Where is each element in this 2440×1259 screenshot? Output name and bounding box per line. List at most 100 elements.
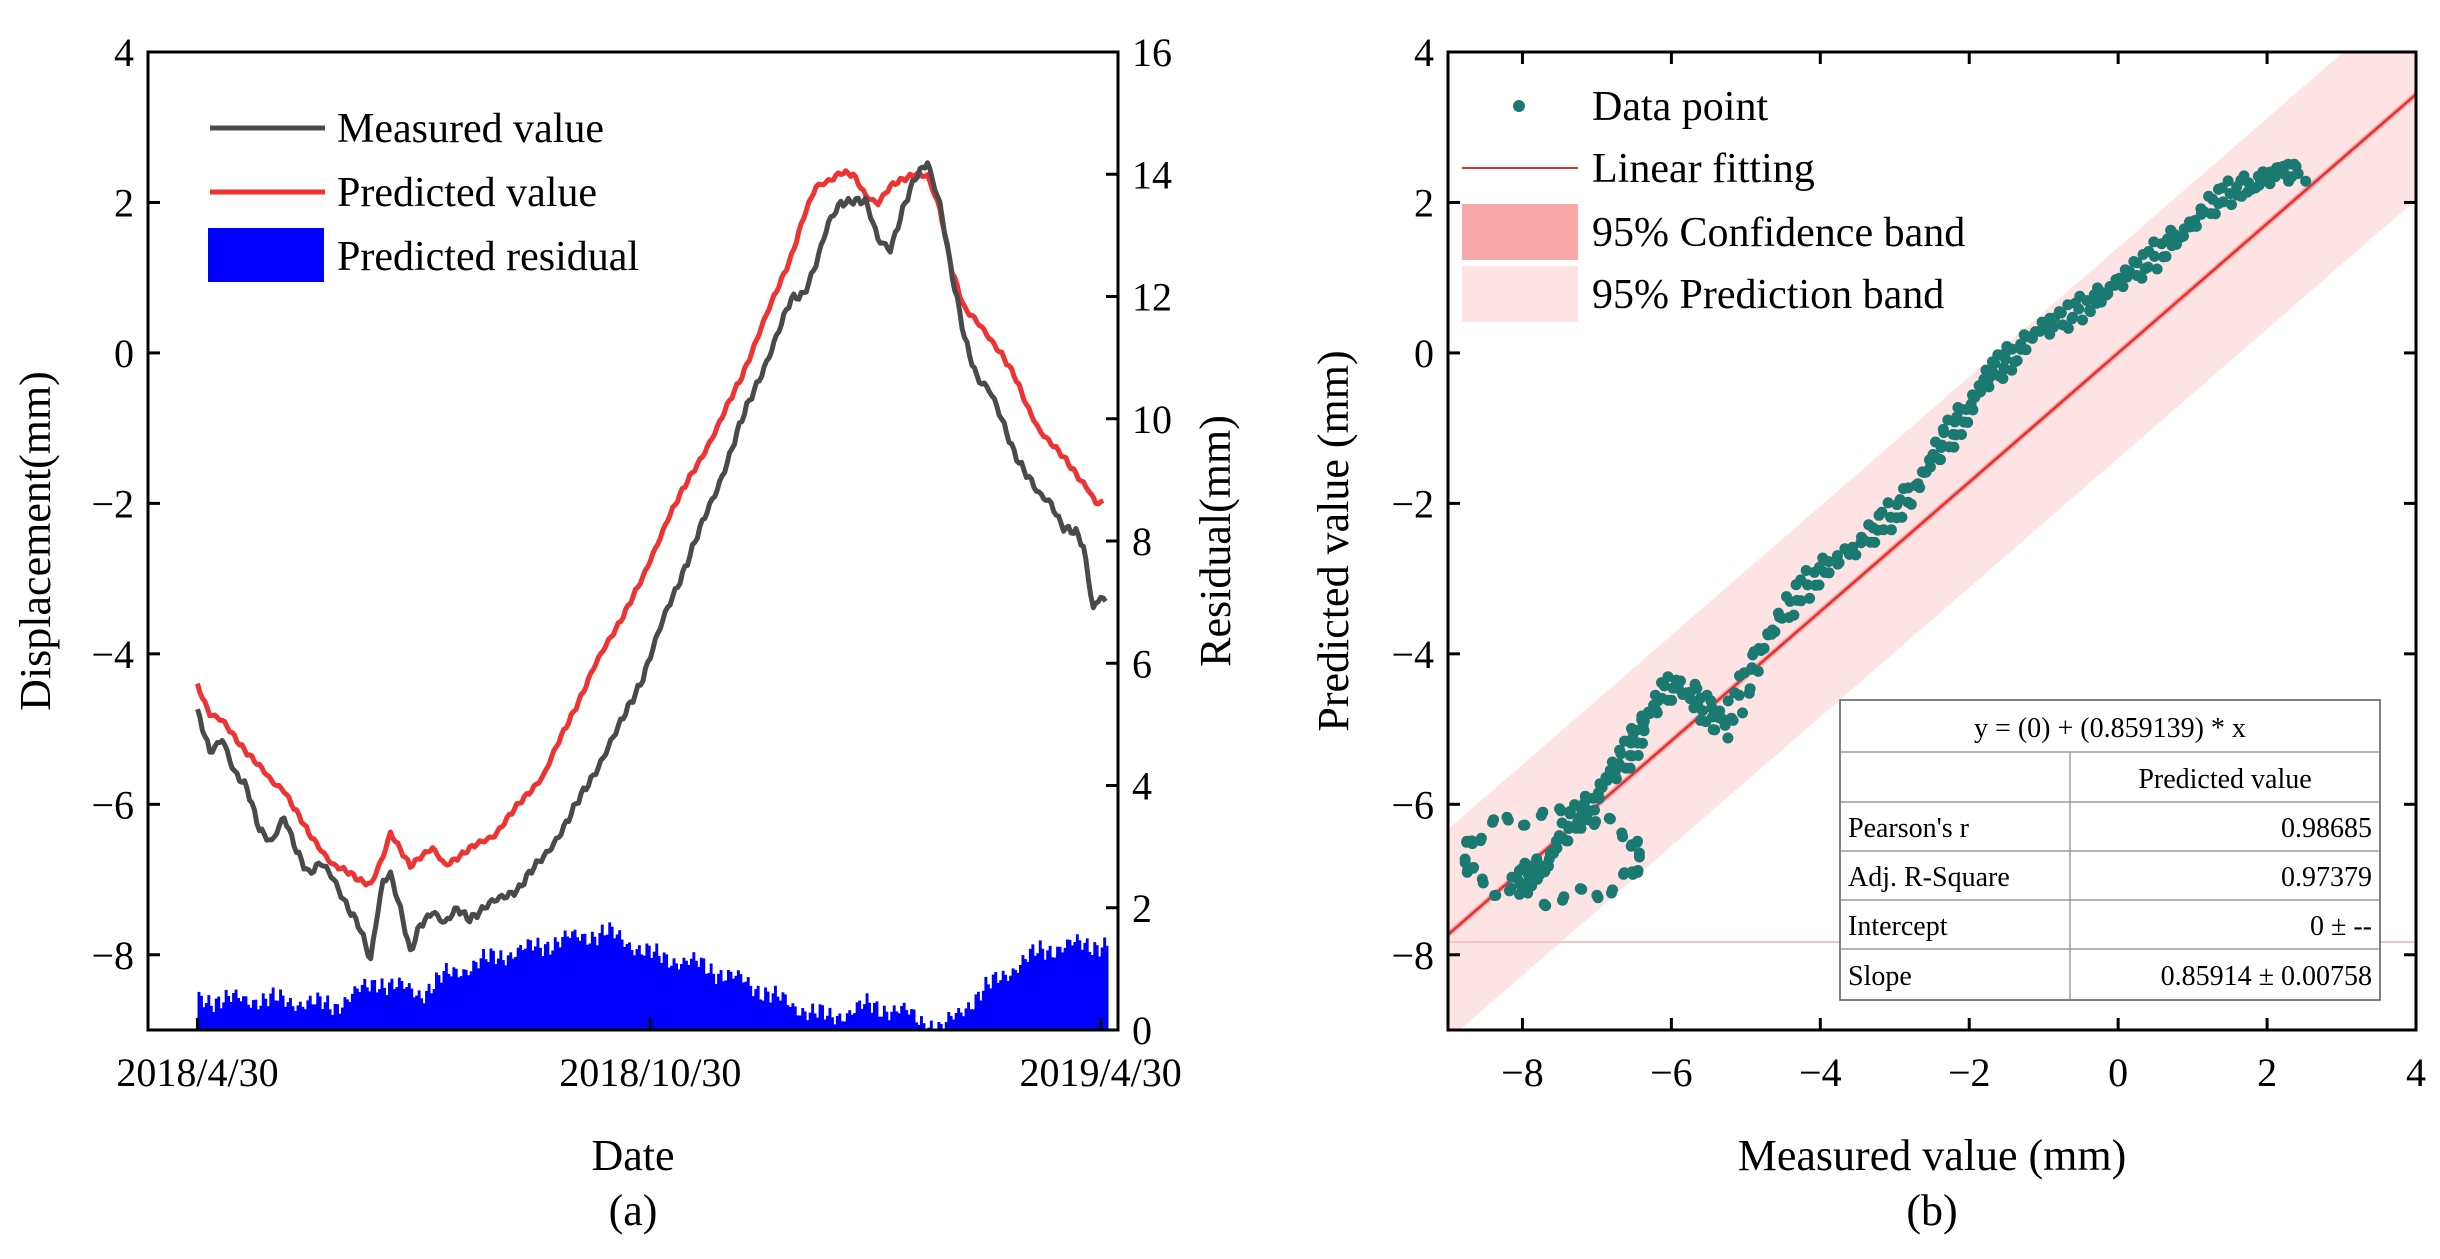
residual-bar — [902, 1002, 906, 1030]
residual-bar — [865, 993, 869, 1030]
residual-bar — [840, 1021, 844, 1030]
residual-bar — [326, 995, 330, 1030]
residual-bar — [952, 1019, 956, 1030]
data-point — [1891, 499, 1903, 511]
data-point — [1781, 591, 1792, 603]
residual-bar — [232, 993, 235, 1030]
residual-bar — [732, 978, 735, 1030]
residual-bar — [1021, 955, 1025, 1030]
x-tick-label: −4 — [1799, 1050, 1842, 1095]
data-points — [1459, 158, 2312, 912]
residual-bar — [504, 965, 508, 1030]
residual-bar — [588, 943, 592, 1030]
residual-bar — [360, 984, 364, 1030]
data-point — [1855, 537, 1867, 549]
residual-bar — [783, 994, 787, 1030]
residual-bar — [269, 993, 273, 1030]
residual-bar — [1051, 957, 1055, 1030]
data-point — [1800, 565, 1812, 576]
x-tick-label: 0 — [2108, 1050, 2128, 1095]
y2-tick-label: 0 — [1132, 1008, 1152, 1053]
panel-a-frame — [146, 50, 1120, 1032]
residual-bar — [224, 989, 228, 1030]
residual-bar — [685, 960, 688, 1030]
data-point — [1632, 750, 1644, 761]
data-point — [1697, 705, 1709, 717]
residual-bar — [994, 972, 998, 1030]
data-point — [1753, 643, 1765, 654]
data-point — [1948, 441, 1960, 453]
residual-bar — [551, 950, 555, 1030]
residual-bar — [548, 954, 552, 1030]
data-point — [1501, 811, 1513, 823]
residual-bar — [482, 949, 485, 1030]
x-tick-label: 2018/10/30 — [559, 1050, 741, 1095]
residual-bar — [831, 1017, 834, 1030]
residual-bar — [917, 1024, 921, 1030]
y-axis-label: Predicted value (mm) — [1309, 350, 1358, 731]
residual-bar — [286, 1002, 290, 1030]
residual-bar — [944, 1022, 948, 1030]
y2-tick-label: 6 — [1132, 641, 1152, 686]
data-point — [1725, 712, 1737, 724]
residual-bar — [774, 985, 777, 1030]
residual-bar — [261, 993, 265, 1030]
x-axis-label: Date — [591, 1131, 674, 1180]
residual-bar — [271, 987, 275, 1030]
residual-bar — [595, 945, 599, 1030]
legend-measured-label: Measured value — [337, 106, 604, 152]
residual-bar — [214, 998, 218, 1030]
residual-bar — [808, 1012, 812, 1030]
data-point — [2166, 240, 2178, 252]
residual-bar — [796, 1015, 800, 1030]
data-point — [1832, 558, 1844, 570]
data-point — [2175, 231, 2187, 243]
residual-bar — [816, 1017, 819, 1030]
residual-bar — [954, 1013, 958, 1030]
residual-bar — [289, 997, 292, 1030]
residual-bar — [1011, 968, 1015, 1030]
residual-bar — [202, 1007, 206, 1030]
data-point — [1885, 524, 1897, 536]
data-point — [1506, 871, 1518, 883]
residual-bar — [1083, 942, 1087, 1030]
data-point — [2044, 312, 2056, 324]
residual-bar — [882, 1005, 886, 1030]
data-point — [1902, 496, 1914, 508]
residual-bar — [479, 958, 483, 1030]
residual-bar — [251, 1000, 255, 1030]
data-point — [1592, 892, 1604, 904]
data-point — [1722, 732, 1734, 744]
data-point — [1910, 480, 1922, 491]
panel-b-chart: −8 −6 −4 −2 0 2 4 −8 −6 −4 −2 0 2 4 Predicted value … — [1309, 30, 2426, 1235]
residual-bar — [353, 986, 357, 1030]
data-point — [1533, 869, 1545, 881]
data-point — [2090, 297, 2102, 309]
data-point — [1554, 803, 1566, 815]
y2-tick-label: 10 — [1132, 397, 1172, 442]
residual-bar — [828, 1007, 832, 1030]
y-tick-label: −4 — [91, 632, 134, 677]
residual-bar — [462, 969, 466, 1030]
residual-bar — [407, 983, 411, 1030]
data-point — [1737, 707, 1748, 719]
y2-axis-label: Residual(mm) — [1191, 415, 1240, 667]
residual-bar — [296, 1005, 300, 1030]
residual-bar — [1024, 959, 1027, 1030]
y-tick-label: 2 — [1414, 180, 1434, 225]
x-axis-label: Measured value (mm) — [1738, 1131, 2127, 1180]
prediction-band — [1448, 52, 2416, 1030]
data-point — [1535, 810, 1547, 821]
residual-bar — [264, 998, 268, 1030]
data-point — [1632, 865, 1644, 876]
residual-bar — [393, 989, 396, 1030]
residual-bar — [1073, 942, 1077, 1030]
data-point — [1576, 883, 1588, 895]
data-point — [1700, 716, 1712, 728]
data-point — [2077, 314, 2088, 326]
residual-bar — [558, 947, 562, 1030]
residual-bar — [432, 989, 436, 1030]
residual-bar — [222, 1002, 226, 1030]
residual-bar — [373, 980, 377, 1030]
residual-bar — [291, 1006, 295, 1030]
